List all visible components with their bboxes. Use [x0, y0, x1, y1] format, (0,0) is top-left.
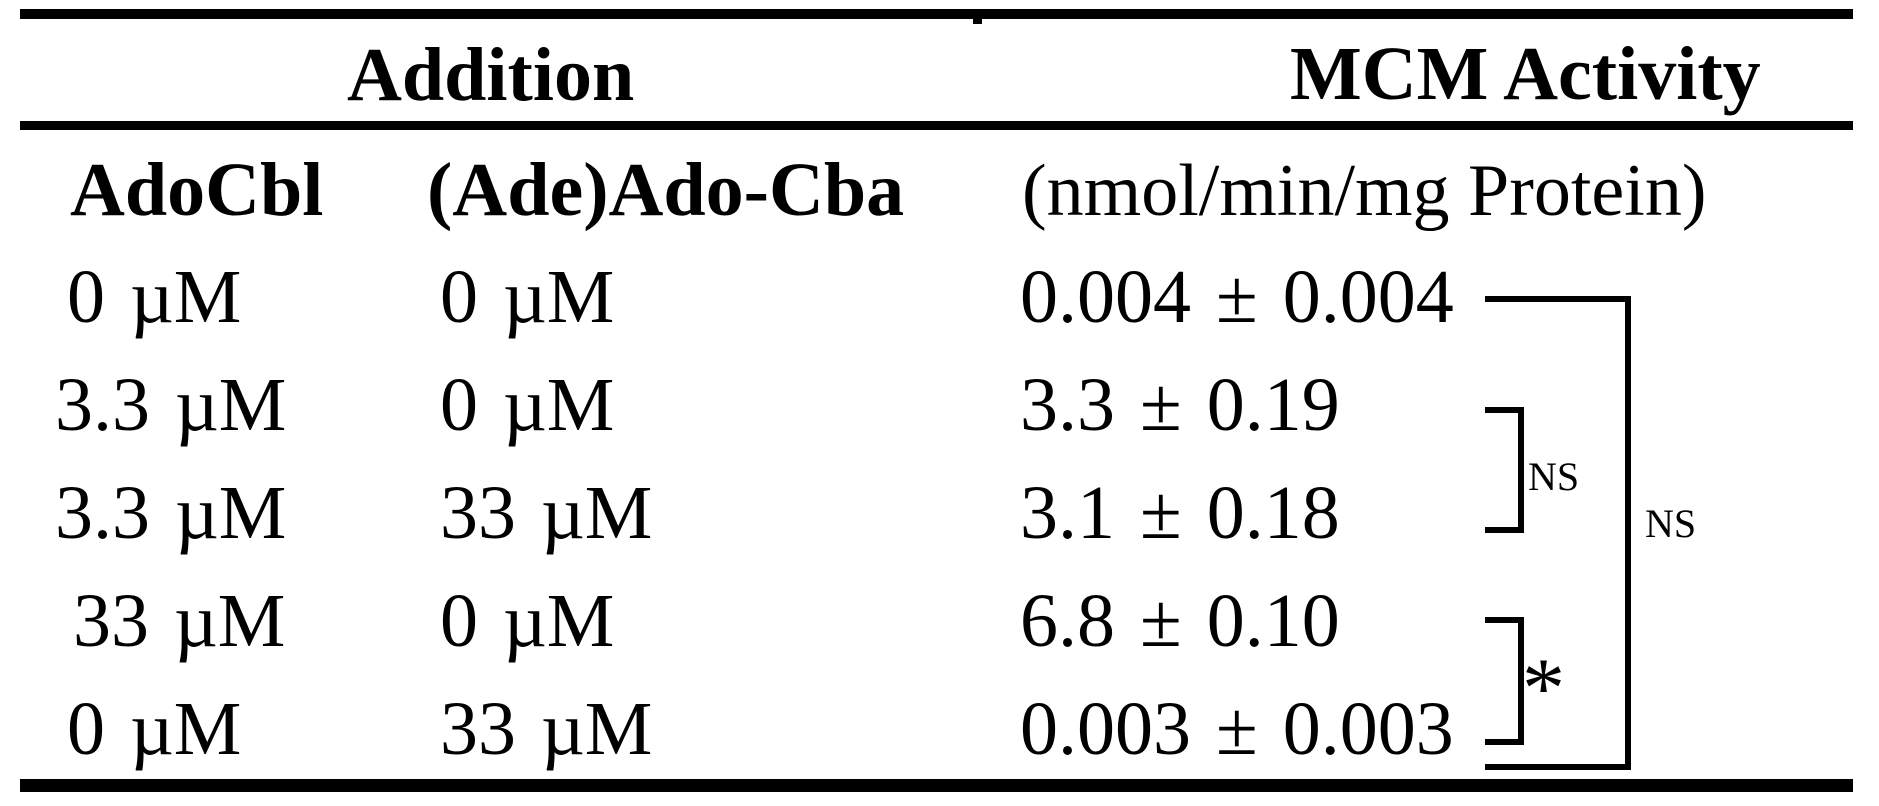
cell-activity: 6.8 ± 0.10 — [1020, 579, 1340, 663]
cell-activity: 3.3 ± 0.19 — [1020, 363, 1340, 447]
cell-ade-ado-cba: 33 µM — [440, 471, 653, 555]
significance-bracket-rows-1-5 — [1485, 296, 1631, 770]
significance-bracket-rows-4-5 — [1485, 617, 1524, 745]
table-top-border — [20, 9, 1853, 19]
significance-label-ns-rows-2-3: NS — [1528, 454, 1580, 499]
cell-ade-ado-cba: 0 µM — [440, 255, 615, 339]
significance-bracket-rows-2-3 — [1485, 407, 1524, 533]
cell-activity: 0.004 ± 0.004 — [1020, 255, 1454, 339]
cell-adocbl: 3.3 µM — [55, 471, 287, 555]
cell-adocbl: 0 µM — [67, 687, 242, 771]
cell-activity: 3.1 ± 0.18 — [1020, 471, 1340, 555]
cell-adocbl: 33 µM — [73, 579, 286, 663]
cell-ade-ado-cba: 0 µM — [440, 579, 615, 663]
column-header-ade-ado-cba: (Ade)Ado-Cba — [427, 148, 905, 232]
scan-artifact-tick — [973, 19, 982, 24]
header-addition: Addition — [347, 33, 635, 117]
cell-adocbl: 0 µM — [67, 255, 242, 339]
cell-ade-ado-cba: 33 µM — [440, 687, 653, 771]
cell-adocbl: 3.3 µM — [55, 363, 287, 447]
cell-ade-ado-cba: 0 µM — [440, 363, 615, 447]
header-mcm-activity: MCM Activity — [1290, 32, 1761, 116]
column-header-activity-units: (nmol/min/mg Protein) — [1022, 150, 1707, 232]
column-header-adocbl: AdoCbl — [70, 148, 324, 232]
significance-label-ns-rows-1-5: NS — [1645, 501, 1697, 546]
cell-activity: 0.003 ± 0.003 — [1020, 687, 1454, 771]
header-divider-rule — [20, 121, 1853, 130]
table-bottom-border — [20, 779, 1853, 792]
significance-label-star-rows-4-5: * — [1522, 640, 1565, 736]
